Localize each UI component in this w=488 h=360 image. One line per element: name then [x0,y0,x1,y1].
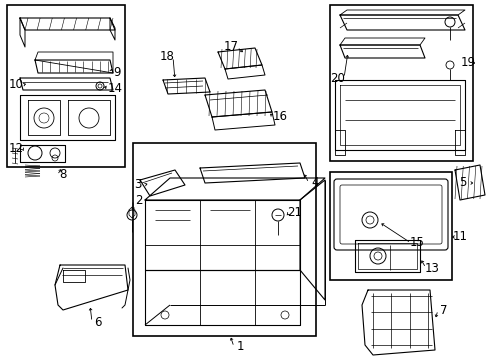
Text: 19: 19 [460,57,474,69]
Text: 10: 10 [9,78,23,91]
Text: 16: 16 [272,111,287,123]
Text: 9: 9 [113,67,121,80]
Bar [329,5,472,161]
Text: 5: 5 [458,176,466,189]
Text: 14: 14 [107,81,122,94]
Text: 17: 17 [223,40,238,54]
Text: 21: 21 [287,207,302,220]
Text: 13: 13 [424,261,439,274]
Bar [133,143,315,336]
Bar [329,172,451,280]
Text: 1: 1 [236,341,243,354]
Text: 20: 20 [330,72,345,85]
Text: 15: 15 [409,237,424,249]
Bar [7,5,125,167]
Text: 12: 12 [8,141,23,154]
Text: 8: 8 [59,168,66,181]
Text: 11: 11 [451,230,467,243]
Text: 2: 2 [135,194,142,207]
Text: 4: 4 [311,176,318,189]
Text: 3: 3 [134,179,142,192]
Text: 18: 18 [159,50,174,63]
Text: 7: 7 [439,303,447,316]
Text: 6: 6 [94,315,102,328]
